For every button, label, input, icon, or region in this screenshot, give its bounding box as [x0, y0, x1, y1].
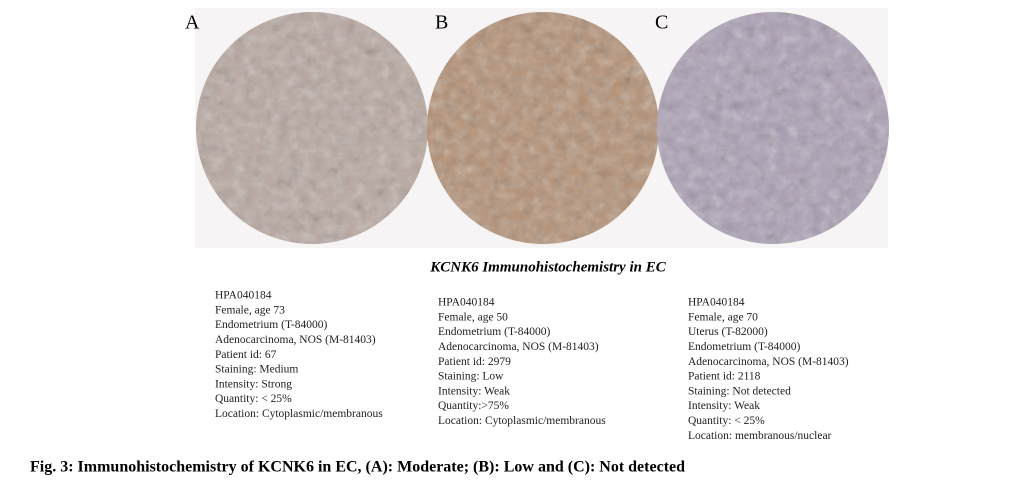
sample-info: Adenocarcinoma, NOS (M-81403) [438, 341, 599, 353]
caption: Fig. 3: Immunohistochemistry of KCNK6 in… [30, 459, 685, 476]
sample-info: Patient id: 2979 [438, 356, 511, 368]
sample-info: Location: membranous/nuclear [688, 430, 832, 442]
sample-info: Patient id: 67 [215, 349, 277, 361]
sample-info: Adenocarcinoma, NOS (M-81403) [215, 334, 376, 346]
sample-info: HPA040184 [688, 297, 745, 309]
sample-info: Intensity: Weak [688, 400, 760, 412]
tissue-c [657, 12, 889, 244]
sample-info: Patient id: 2118 [688, 371, 761, 383]
sample-info: Female, age 50 [438, 311, 508, 323]
sample-info: Staining: Low [438, 371, 504, 383]
sample-info: Intensity: Weak [438, 385, 510, 397]
sample-info: HPA040184 [438, 297, 495, 309]
panel-label: B [435, 12, 448, 34]
sample-info: Adenocarcinoma, NOS (M-81403) [688, 356, 849, 368]
sample-info: Female, age 70 [688, 311, 758, 323]
tissue-b [427, 12, 659, 244]
panel-label: A [185, 12, 200, 34]
sample-info: Staining: Medium [215, 364, 298, 376]
panel-label: C [655, 12, 668, 34]
sample-info: Quantity:>75% [438, 400, 509, 412]
sample-info: Staining: Not detected [688, 385, 791, 397]
sample-info: Female, age 73 [215, 304, 285, 316]
sample-info: Intensity: Strong [215, 378, 292, 390]
sample-info: Endometrium (T-84000) [688, 341, 800, 353]
sample-info: Location: Cytoplasmic/membranous [215, 408, 383, 420]
sample-info: Quantity: < 25% [688, 415, 765, 427]
sample-info: Uterus (T-82000) [688, 326, 768, 338]
sample-info: Endometrium (T-84000) [438, 326, 550, 338]
sample-info: Location: Cytoplasmic/membranous [438, 415, 606, 427]
figure-title: KCNK6 Immunohistochemistry in EC [429, 259, 666, 275]
tissue-a [196, 12, 428, 244]
sample-info: HPA040184 [215, 290, 272, 302]
sample-info: Quantity: < 25% [215, 393, 292, 405]
sample-info: Endometrium (T-84000) [215, 319, 327, 331]
